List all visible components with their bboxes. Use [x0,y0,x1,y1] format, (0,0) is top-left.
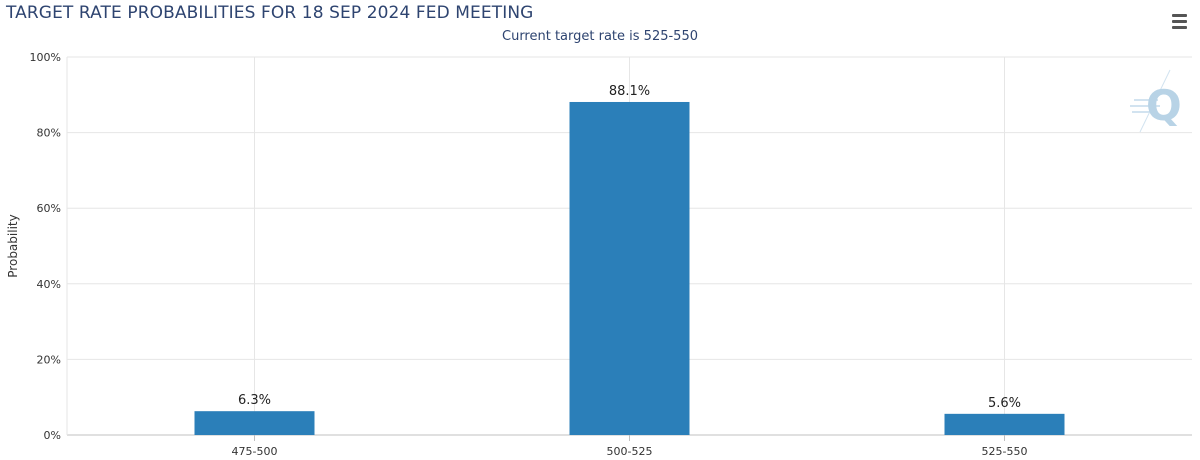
bars: 6.3% 88.1% 5.6% [194,84,1065,436]
y-tick-label: 100% [30,51,61,64]
x-tick-label: 525-550 [982,445,1028,458]
watermark-logo: Q [1130,69,1182,133]
bar[interactable] [569,101,690,436]
y-axis-ticks: 0% 20% 40% 60% 80% 100% [30,51,61,442]
y-tick-label: 40% [37,278,61,291]
bar[interactable] [944,413,1065,435]
chart-subtitle: Current target rate is 525-550 [502,29,698,44]
x-tick-label: 500-525 [607,445,653,458]
chart-title: TARGET RATE PROBABILITIES FOR 18 SEP 202… [6,3,534,23]
data-label: 5.6% [988,396,1021,411]
data-label: 6.3% [238,393,271,408]
y-tick-label: 60% [37,202,61,215]
bar[interactable] [194,411,315,435]
y-tick-label: 0% [44,429,61,442]
x-tick-label: 475-500 [232,445,278,458]
hamburger-menu-icon[interactable] [1168,10,1192,34]
y-tick-label: 20% [37,353,61,366]
x-axis-ticks: 475-500 500-525 525-550 [232,435,1028,458]
data-label: 88.1% [609,84,650,99]
y-axis-title: Probability [6,214,20,277]
watermark-letter: Q [1146,81,1182,130]
y-tick-label: 80% [37,127,61,140]
